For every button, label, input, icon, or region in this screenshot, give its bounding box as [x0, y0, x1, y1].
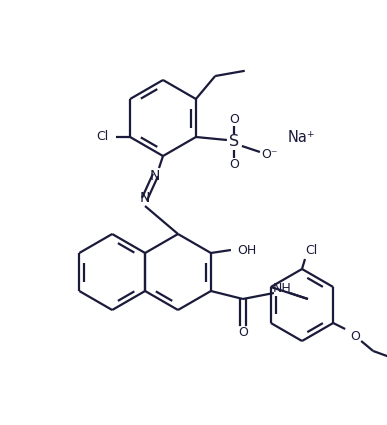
Text: S: S: [229, 134, 239, 150]
Text: N: N: [150, 169, 160, 183]
Text: O: O: [350, 329, 360, 343]
Text: NH: NH: [272, 283, 291, 295]
Text: O: O: [229, 159, 239, 172]
Text: Cl: Cl: [96, 130, 108, 144]
Text: OH: OH: [237, 244, 257, 257]
Text: O: O: [238, 326, 248, 340]
Text: Cl: Cl: [305, 244, 317, 257]
Text: O: O: [229, 113, 239, 125]
Text: Na⁺: Na⁺: [288, 130, 316, 144]
Text: N: N: [140, 191, 150, 205]
Text: O⁻: O⁻: [262, 148, 278, 162]
